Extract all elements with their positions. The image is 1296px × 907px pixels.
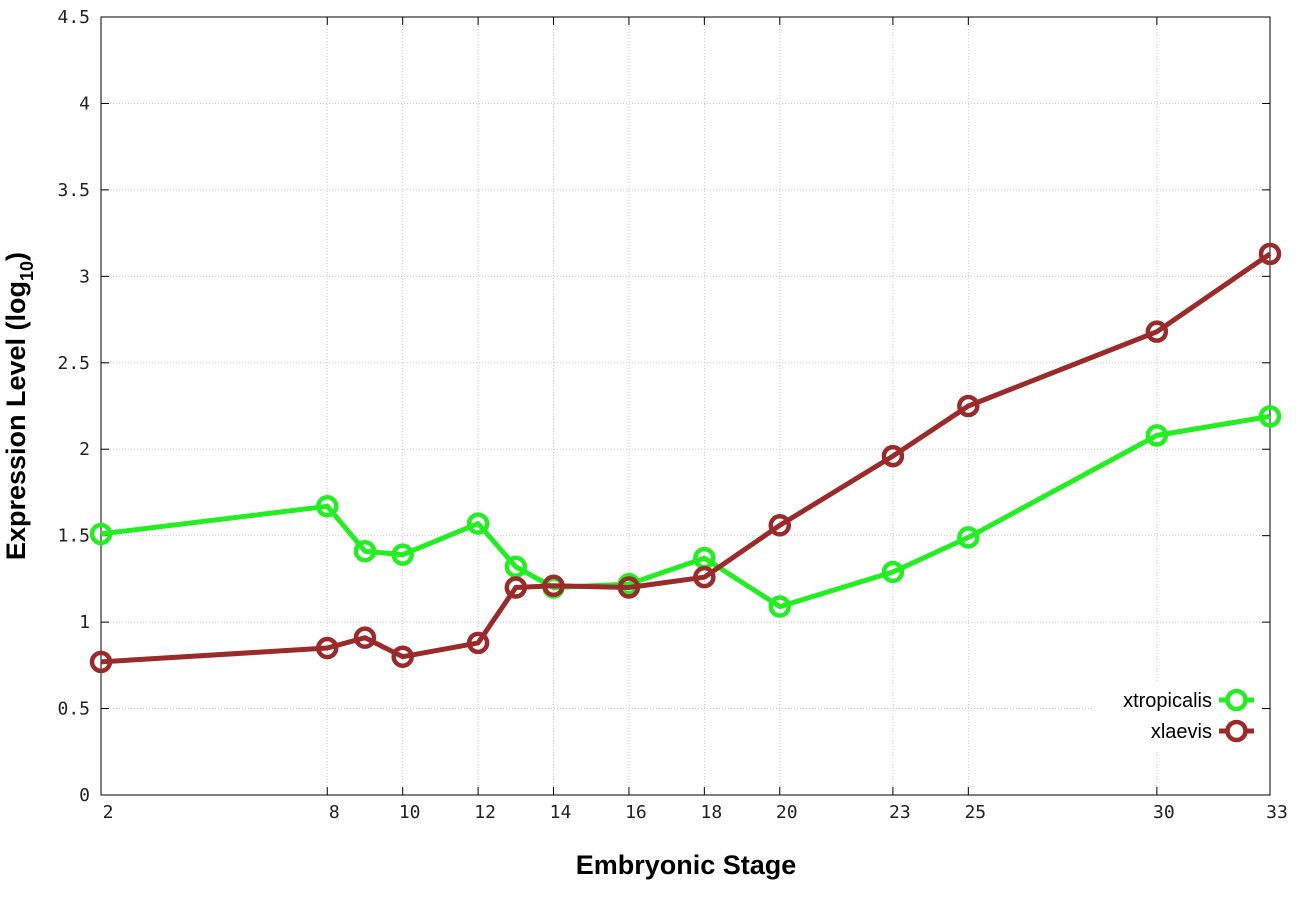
data-point-xlaevis [353,626,377,649]
data-point-xtropicalis [466,512,490,535]
y-axis-title: Expression Level (log10) [1,252,37,560]
data-point-xtropicalis [1258,405,1282,428]
data-point-xtropicalis [504,555,528,579]
x-tick-label: 25 [964,802,986,823]
x-tick-label: 2 [103,802,114,823]
y-axis-title-subscript: 10 [17,261,37,281]
y-tick-label: 1.5 [57,526,90,547]
data-point-xtropicalis [89,522,113,546]
y-axis-title-main: Expression Level (log [1,281,31,560]
y-tick-label: 0.5 [57,699,90,720]
x-tick-label: 18 [701,802,723,823]
y-tick-label: 2 [79,439,90,460]
y-tick-label: 4.5 [57,7,90,28]
x-tick-label: 23 [889,802,911,823]
data-point-xlaevis [466,631,490,655]
legend-marker [1225,719,1248,743]
legend-label: xtropicalis [1123,690,1212,712]
series-xtropicalis [89,405,1282,618]
y-axis-title-close: ) [1,252,31,261]
series-line-xlaevis [100,251,1272,665]
data-point-xtropicalis [881,560,905,584]
legend: xtropicalis xlaevis [1092,682,1262,750]
x-tick-label: 16 [625,802,647,823]
legend-entry-xtropicalis: xtropicalis [1123,688,1254,712]
x-tick-label: 10 [399,802,421,823]
x-tick-label: 14 [550,802,572,823]
legend-marker [1225,688,1248,712]
y-tick-label: 3.5 [57,180,90,201]
data-point-xlaevis [957,394,980,418]
y-tick-label: 4 [79,93,90,114]
legend-label: xlaevis [1151,721,1212,743]
data-point-xlaevis [316,636,339,660]
grid [101,17,1270,795]
x-tick-label: 30 [1153,802,1175,823]
y-tick-label: 3 [79,266,90,287]
data-point-xtropicalis [768,595,792,618]
y-tick-label: 2.5 [57,353,90,374]
data-point-xtropicalis [1145,424,1169,447]
x-tick-label: 12 [474,802,496,823]
x-tick-label: 33 [1266,802,1288,823]
data-point-xlaevis [504,576,528,599]
data-point-xlaevis [693,565,716,589]
data-point-xtropicalis [316,495,339,518]
series-xlaevis [89,242,1282,674]
x-axis-title: Embryonic Stage [576,850,797,880]
x-tick-label: 8 [329,802,340,823]
data-point-xlaevis [89,650,113,674]
data-point-xtropicalis [957,526,980,549]
data-point-xtropicalis [353,539,377,563]
data-point-xlaevis [1145,320,1169,343]
axes: 2 8 10 12 14 16 18 20 23 25 30 33 0 0.5 1 1.5 2 2.5 3 3.5 4 4… [57,7,1287,823]
data-point-xlaevis [768,514,792,537]
y-tick-label: 0 [79,785,90,806]
data-point-xlaevis [1258,242,1282,266]
series [89,242,1282,674]
data-point-xlaevis [542,574,565,598]
data-point-xlaevis [391,645,414,668]
data-point-xlaevis [617,576,641,599]
data-point-xlaevis [881,444,905,468]
y-tick-label: 1 [79,612,90,633]
data-point-xtropicalis [391,543,414,566]
plot-frame [100,16,1271,796]
x-tick-label: 20 [776,802,798,823]
legend-entry-xlaevis: xlaevis [1151,719,1254,743]
